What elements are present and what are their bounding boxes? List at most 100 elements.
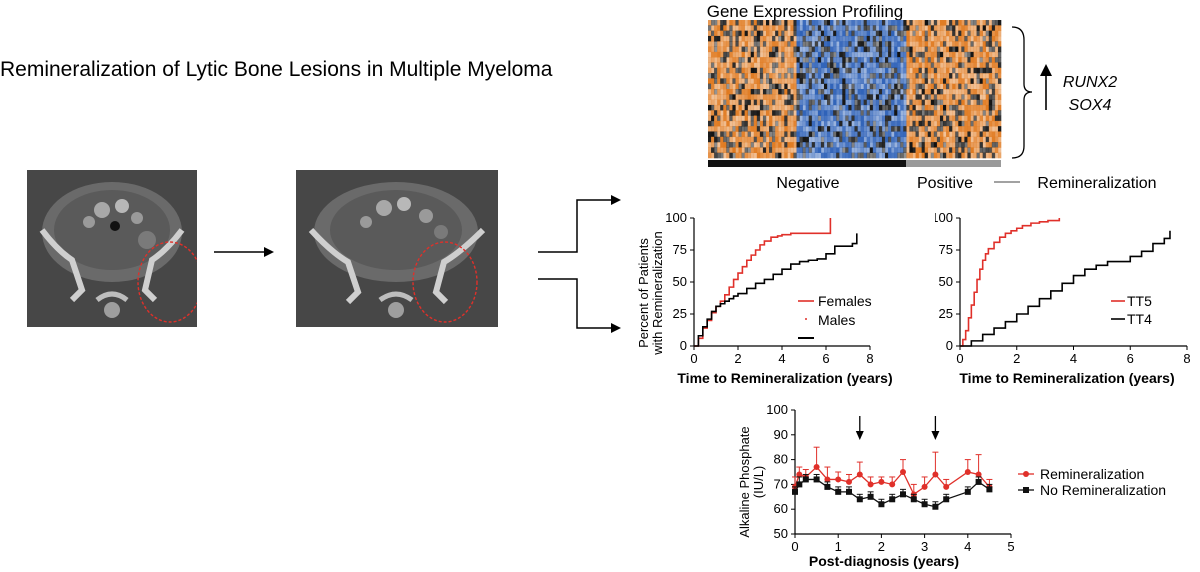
- data-point: [986, 486, 993, 493]
- heatmap-cell: [827, 152, 831, 159]
- heatmap-cell: [906, 142, 910, 148]
- heatmap-cell: [833, 110, 837, 116]
- heatmap-cell: [988, 136, 993, 143]
- heatmap-cell: [976, 25, 980, 31]
- heatmap-cell: [851, 136, 855, 143]
- heatmap-cell: [836, 41, 840, 47]
- heatmap-cell: [866, 46, 871, 53]
- heatmap-cell: [750, 126, 755, 132]
- heatmap-cell: [723, 131, 727, 138]
- heatmap-cell: [845, 20, 849, 26]
- heatmap-cell: [976, 41, 980, 47]
- heatmap-cell: [732, 46, 736, 53]
- heatmap-cell: [805, 73, 810, 79]
- heatmap-cell: [915, 152, 919, 159]
- heatmap-cell: [833, 115, 837, 122]
- heatmap-cell: [872, 67, 877, 74]
- heatmap-cell: [726, 51, 730, 58]
- heatmap-cell: [906, 110, 910, 116]
- heatmap-cell: [906, 115, 910, 122]
- heatmap-cell: [720, 142, 724, 148]
- heatmap-cell: [750, 41, 755, 47]
- heatmap-cell: [750, 57, 755, 63]
- heatmap-cell: [976, 89, 980, 95]
- heatmap-cell: [955, 94, 959, 100]
- heatmap-cell: [781, 46, 785, 53]
- heatmap-cell: [897, 126, 901, 132]
- heatmap-cell: [894, 83, 898, 90]
- heatmap-cell: [991, 110, 996, 116]
- heatmap-cell: [872, 51, 877, 58]
- heatmap-cell: [952, 115, 956, 122]
- heatmap-cell: [988, 115, 993, 122]
- heatmap-cell: [964, 115, 968, 122]
- heatmap-cell: [912, 67, 916, 74]
- heatmap-cell: [814, 99, 819, 106]
- heatmap-cell: [906, 94, 910, 100]
- km-sex-ylabel-line2: with Remineralization: [650, 231, 665, 356]
- heatmap-cell: [787, 41, 791, 47]
- y-tick-label: 50: [774, 526, 788, 541]
- heatmap-cell: [836, 115, 840, 122]
- heatmap-cell: [708, 147, 712, 153]
- heatmap-cell: [811, 73, 816, 79]
- heatmap-cell: [869, 152, 874, 159]
- heatmap-cell: [988, 20, 993, 26]
- heatmap-cell: [787, 89, 791, 95]
- heatmap-cell: [927, 83, 932, 90]
- heatmap-cell: [912, 126, 916, 132]
- heatmap-cell: [796, 83, 800, 90]
- heatmap-cell: [808, 126, 813, 132]
- heatmap-cell: [982, 89, 987, 95]
- heatmap-cell: [918, 136, 922, 143]
- heatmap-cell: [836, 147, 840, 153]
- heatmap-cell: [994, 83, 999, 90]
- heatmap-cell: [933, 94, 938, 100]
- heatmap-cell: [799, 67, 803, 74]
- heatmap-cell: [970, 142, 974, 148]
- heatmap-cell: [769, 115, 773, 122]
- heatmap-cell: [827, 30, 831, 37]
- heatmap-cell: [759, 30, 764, 37]
- heatmap-cell: [842, 120, 846, 127]
- heatmap-cell: [930, 35, 935, 42]
- heatmap-cell: [775, 67, 779, 74]
- heatmap-cell: [881, 99, 886, 106]
- heatmap-cell: [988, 147, 993, 153]
- km-sex-series: [694, 218, 858, 347]
- heatmap-cell: [762, 115, 767, 122]
- heatmap-cell: [765, 99, 770, 106]
- heatmap-cell: [793, 83, 797, 90]
- heatmap-cell: [955, 62, 959, 69]
- heatmap-cell: [985, 99, 990, 106]
- heatmap-cell: [741, 46, 745, 53]
- heatmap-cell: [982, 35, 987, 42]
- heatmap-cell: [711, 131, 715, 138]
- heatmap-cell: [711, 99, 715, 106]
- heatmap-cell: [939, 142, 944, 148]
- heatmap-cell: [924, 35, 929, 42]
- heatmap-cell: [949, 35, 953, 42]
- gene-sox4: SOX4: [1069, 97, 1112, 114]
- heatmap-cell: [912, 35, 916, 42]
- heatmap-cell: [790, 46, 794, 53]
- heatmap-cell: [744, 78, 748, 84]
- heatmap-cell: [842, 62, 846, 69]
- heatmap-cell: [793, 51, 797, 58]
- heatmap-cell: [930, 30, 935, 37]
- heatmap-cell: [930, 62, 935, 69]
- heatmap-cell: [881, 126, 886, 132]
- heatmap-cell: [775, 142, 779, 148]
- heatmap-cell: [900, 131, 904, 138]
- heatmap-cell: [881, 57, 886, 63]
- data-point: [867, 493, 874, 500]
- heatmap-cell: [976, 62, 980, 69]
- heatmap-cell: [912, 120, 916, 127]
- alp-arrows: [855, 416, 940, 440]
- heatmap-cell: [866, 78, 871, 84]
- heatmap-cell: [961, 67, 965, 74]
- heatmap-cell: [976, 51, 980, 58]
- heatmap-cell: [915, 94, 919, 100]
- alp-legend: Remineralization No Remineralization: [1018, 466, 1166, 498]
- heatmap-cell: [714, 83, 718, 90]
